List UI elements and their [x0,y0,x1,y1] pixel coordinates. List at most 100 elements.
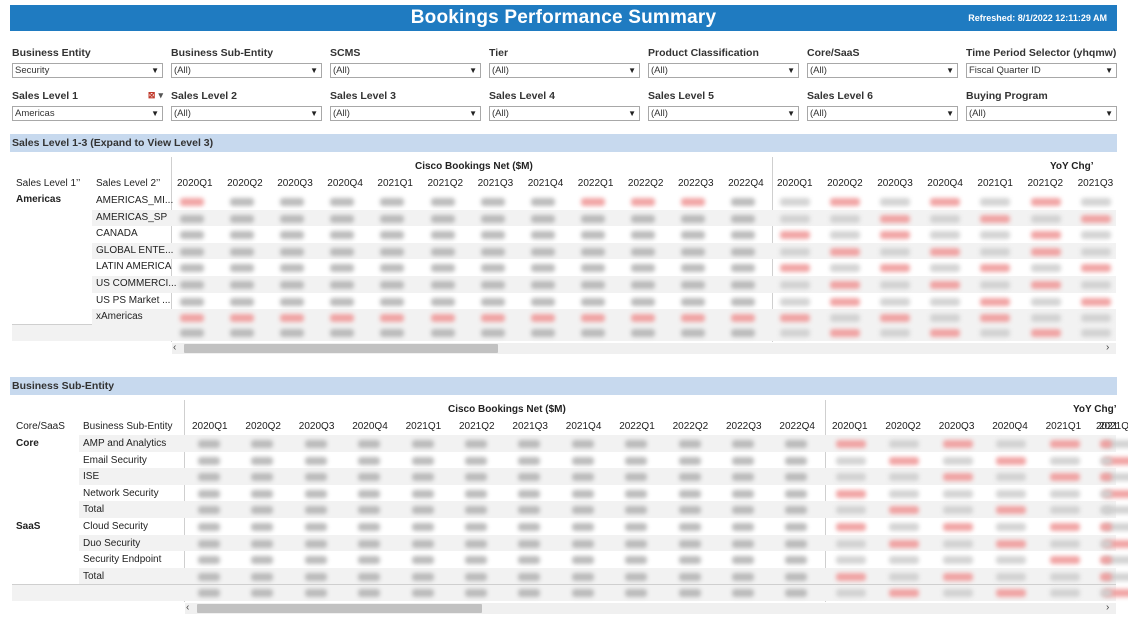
horizontal-scrollbar[interactable] [185,603,1116,614]
value-cell [180,329,204,337]
row-label[interactable]: Total [83,504,105,516]
sales-level-6-dropdown[interactable]: (All) ▼ [807,106,958,121]
value-cell [785,589,808,597]
yoy-cell [1103,523,1128,531]
row-label[interactable]: AMERICAS_SP [96,211,168,223]
yoy-cell [1049,440,1080,448]
scroll-thumb[interactable] [197,604,482,613]
row-label[interactable]: LATIN AMERICA [96,261,172,273]
filter-label: Buying Program [966,90,1048,102]
value-cell [480,214,505,223]
value-cell [411,456,434,465]
value-cell [480,198,505,206]
value-cell [380,231,405,240]
sales-level-5-dropdown[interactable]: (All) ▼ [648,106,799,121]
row-label[interactable]: US PS Market ... [96,294,171,306]
core-saas-dropdown[interactable]: (All) ▼ [807,63,958,78]
row-label[interactable]: Total [83,570,105,582]
value-cell [785,523,808,531]
value-cell [358,556,381,565]
column-header-yoy-quarter: 2020Q4 [992,421,1028,432]
value-cell [731,297,756,306]
yoy-cell [930,281,961,289]
yoy-cell [830,281,861,289]
row-label[interactable]: AMP and Analytics [83,438,167,449]
value-cell [198,489,220,498]
scms-dropdown[interactable]: (All) ▼ [330,63,481,78]
value-cell [530,214,555,223]
value-cell [630,329,655,337]
chevron-left-icon[interactable]: ‹ [173,342,177,353]
row-label[interactable]: ISE [83,471,100,483]
value-cell [785,506,808,515]
value-cell [380,264,405,273]
value-cell [465,473,487,482]
value-cell [380,214,405,223]
row-label[interactable]: Email Security [83,454,147,466]
buying-program-dropdown[interactable]: (All) ▼ [966,106,1117,121]
row-label[interactable]: CANADA [96,228,138,240]
business-sub-entity-dropdown[interactable]: (All) ▼ [171,63,322,78]
yoy-cell [942,589,973,597]
value-cell [430,281,455,289]
value-cell [480,281,505,289]
yoy-cell [889,539,920,548]
value-cell [625,473,648,482]
column-header-quarter: 2021Q2 [427,178,464,189]
sales-level-1-dropdown[interactable]: Americas ▼ [12,106,163,121]
value-cell [465,440,487,448]
tier-dropdown[interactable]: (All) ▼ [489,63,640,78]
value-cell [571,556,594,565]
row-label[interactable]: Network Security [83,487,159,499]
row-label[interactable]: Duo Security [83,537,141,549]
sales-level-3-dropdown[interactable]: (All) ▼ [330,106,481,121]
row-label[interactable]: AMERICAS_MI... [96,195,174,206]
sales-level-4-dropdown[interactable]: (All) ▼ [489,106,640,121]
column-header-quarter: 2021Q1 [377,178,413,189]
row-label[interactable]: GLOBAL ENTE... [96,244,174,256]
column-header-quarter: 2022Q1 [619,421,655,432]
row-label[interactable]: Security Endpoint [83,554,162,566]
value-cell [180,214,204,223]
row-label[interactable]: xAmericas [96,311,143,323]
row-label[interactable]: Cloud Security [83,521,149,532]
clear-filter-icon[interactable]: ⊠ ▾ [147,90,163,100]
time-period-dropdown[interactable]: Fiscal Quarter ID ▼ [966,63,1117,78]
yoy-cell [880,198,911,206]
value-cell [530,264,555,273]
value-cell [198,506,220,515]
chevron-left-icon[interactable]: ‹ [186,602,190,613]
value-cell [625,523,648,531]
value-cell [198,556,220,565]
yoy-cell [996,506,1027,515]
row-header-core[interactable]: Core [16,438,39,449]
value-cell [731,231,756,240]
product-classification-dropdown[interactable]: (All) ▼ [648,63,799,78]
value-cell [230,231,255,240]
horizontal-scrollbar[interactable] [172,343,1116,354]
sales-level-2-dropdown[interactable]: (All) ▼ [171,106,322,121]
business-entity-dropdown[interactable]: Security ▼ [12,63,163,78]
divider [184,400,185,602]
row-header-saas[interactable]: SaaS [16,521,41,532]
column-header-quarter: 2022Q1 [577,178,614,189]
value-cell [230,297,255,306]
column-header-business-sub-entity: Business Sub-Entity [83,421,173,432]
chevron-right-icon[interactable]: › [1106,342,1110,353]
yoy-cell [942,456,973,465]
yoy-cell [1100,589,1112,597]
yoy-cell [1100,523,1112,531]
yoy-cell [1030,264,1061,273]
row-label[interactable]: US COMMERCI... [96,278,177,289]
chevron-right-icon[interactable]: › [1106,602,1110,613]
row-header-americas[interactable]: Americas [16,194,62,205]
scroll-thumb[interactable] [184,344,498,353]
value-cell [731,314,756,323]
value-cell [571,456,594,465]
yoy-cell [1080,247,1111,256]
value-cell [411,489,434,498]
filter-time-period: Time Period Selector (yhqmw) Fiscal Quar… [966,47,1117,78]
yoy-cell [980,264,1011,273]
value-cell [678,539,701,548]
value-cell [430,247,455,256]
